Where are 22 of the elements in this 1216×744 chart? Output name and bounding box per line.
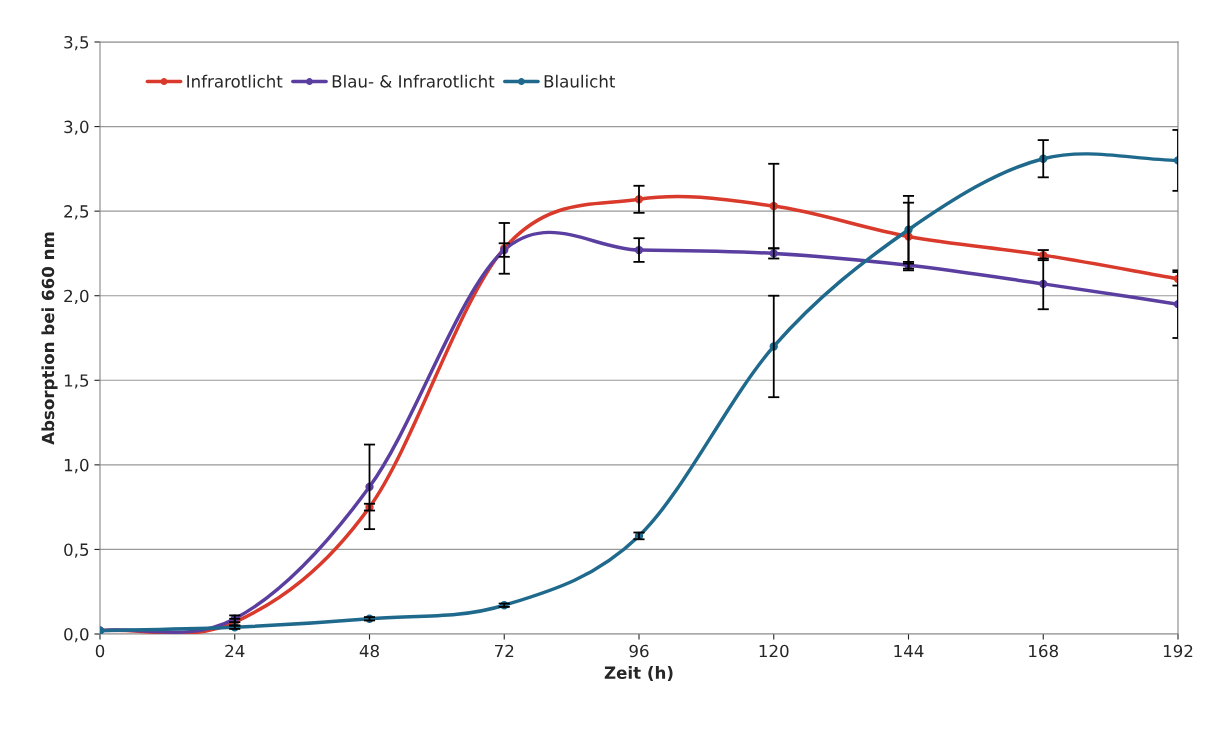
y-tick-label: 2,5 <box>64 205 89 220</box>
y-tick-label: 1,0 <box>64 458 89 474</box>
y-tick-label: 3,5 <box>64 35 89 51</box>
x-tick-label: 192 <box>1163 644 1193 658</box>
y-tick-label: 1,5 <box>64 374 89 389</box>
legend-label: Infrarotlicht <box>187 74 283 88</box>
x-tick-label: 24 <box>225 644 245 658</box>
y-tick-label: 0,5 <box>64 543 89 558</box>
legend-label: Blaulicht <box>544 74 616 88</box>
x-tick-label: 144 <box>894 644 924 658</box>
x-axis-title: Zeit (h) <box>604 666 673 681</box>
x-tick-label: 0 <box>95 644 105 658</box>
x-tick-label: 48 <box>359 644 379 658</box>
y-tick-label: 2,0 <box>64 289 89 304</box>
legend-label: Blau- & Infrarotlicht <box>332 74 495 88</box>
y-axis-title: Absorption bei 660 nm <box>41 232 58 445</box>
y-tick-label: 3,0 <box>64 120 89 135</box>
y-tick-label: 0,0 <box>64 627 89 643</box>
x-tick-label: 72 <box>495 644 514 658</box>
x-tick-label: 168 <box>1029 644 1059 658</box>
x-tick-label: 96 <box>629 644 649 658</box>
x-tick-label: 120 <box>759 644 789 658</box>
